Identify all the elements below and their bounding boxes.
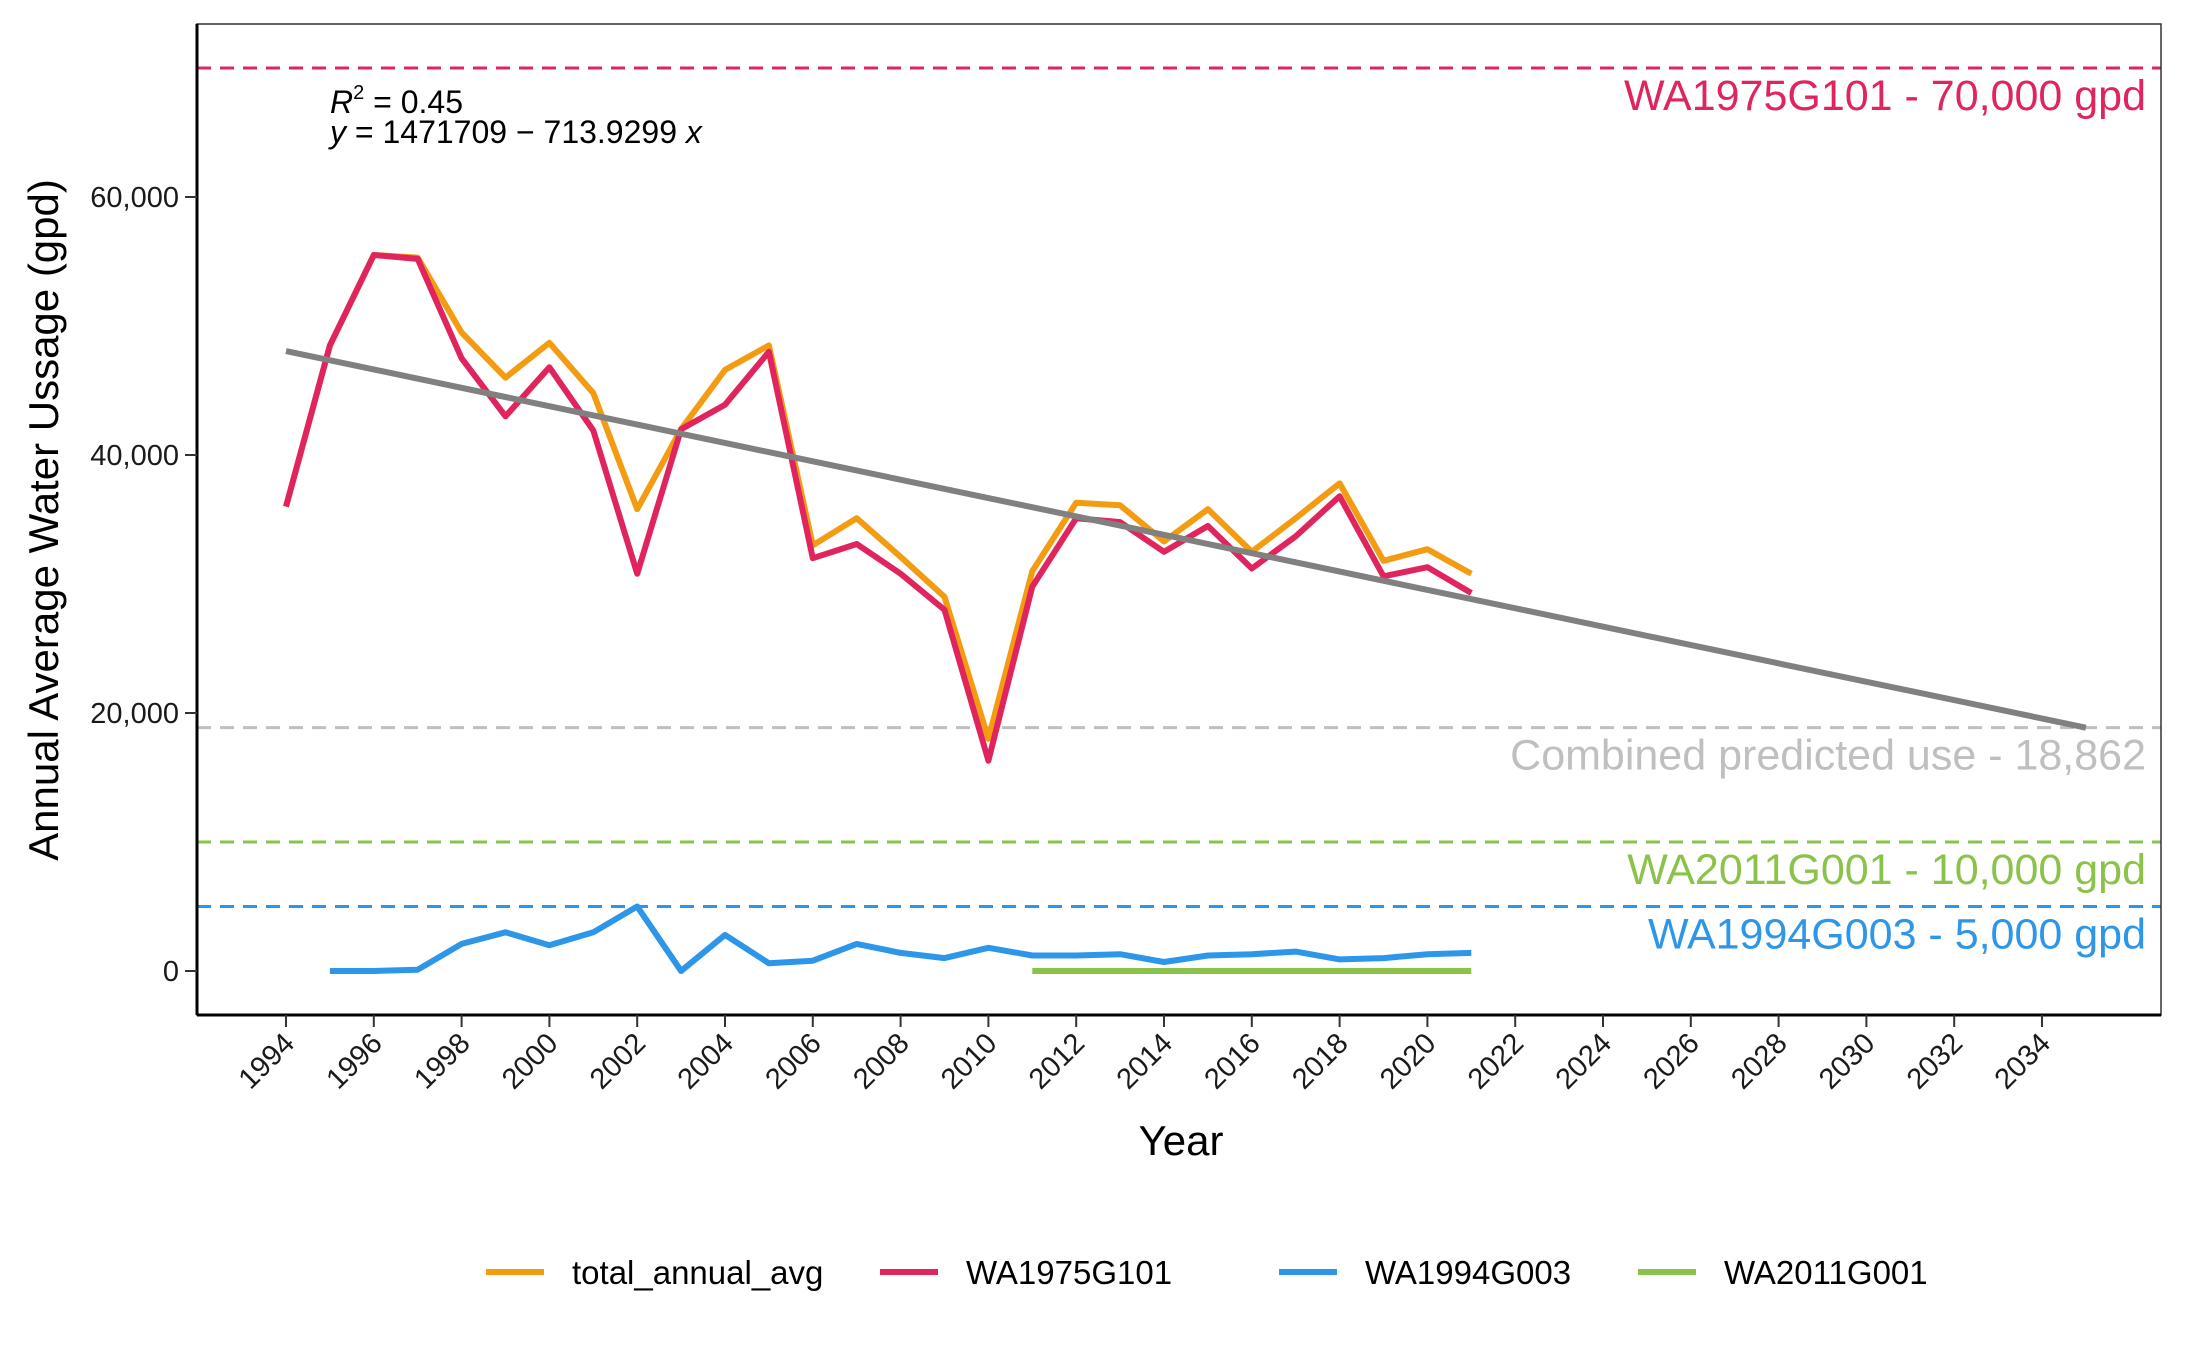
x-tick-label-2026: 2026 <box>1638 1027 1706 1095</box>
x-tick-label-2016: 2016 <box>1199 1027 1267 1095</box>
x-tick-label-2024: 2024 <box>1550 1027 1618 1095</box>
series-lines <box>283 252 1473 974</box>
legend-label-wa1994g003: WA1994G003 <box>1365 1254 1571 1291</box>
x-tick-label-2032: 2032 <box>1901 1027 1969 1095</box>
r2-value: = 0.45 <box>364 84 463 120</box>
x-tick-label-2022: 2022 <box>1462 1027 1530 1095</box>
legend-label-total-annual-avg: total_annual_avg <box>572 1254 823 1291</box>
y-tick-label-0: 0 <box>163 956 179 988</box>
r2-superscript: 2 <box>353 82 364 104</box>
trend-line-group <box>285 348 2087 731</box>
x-tick-label-2000: 2000 <box>496 1027 564 1095</box>
reference-label-wa2011g001-10-000-gpd: WA2011G001 - 10,000 gpd <box>1627 846 2146 894</box>
legend-label-wa1975g101: WA1975G101 <box>966 1254 1172 1291</box>
x-tick-label-1994: 1994 <box>233 1027 301 1095</box>
regression-annotation: R2 = 0.45 y = 1471709 − 713.9299 x <box>328 82 703 150</box>
x-tick-label-1996: 1996 <box>321 1027 389 1095</box>
legend: total_annual_avg WA1975G101 WA1994G003 WA20… <box>486 1254 1928 1291</box>
x-tick-label-1998: 1998 <box>408 1027 476 1095</box>
y-axis-title: Annual Average Water Ussage (gpd) <box>20 179 67 861</box>
x-tick-label-2020: 2020 <box>1374 1027 1442 1095</box>
reference-label-wa1975g101-70-000-gpd: WA1975G101 - 70,000 gpd <box>1624 72 2146 120</box>
series-line-total-annual-avg <box>283 252 1473 742</box>
x-tick-label-2028: 2028 <box>1725 1027 1793 1095</box>
y-tick-label-60000: 60,000 <box>90 182 179 214</box>
reference-label-combined-predicted-use-18-862: Combined predicted use - 18,862 <box>1510 732 2146 780</box>
x-tick-label-2004: 2004 <box>672 1027 740 1095</box>
series-line-wa1975g101 <box>283 252 1473 764</box>
reference-labels: WA1975G101 - 70,000 gpd Combined predicte… <box>1510 72 2146 959</box>
x-tick-label-2002: 2002 <box>584 1027 652 1095</box>
x-axis-title: Year <box>1139 1117 1224 1164</box>
x-tick-label-2030: 2030 <box>1813 1027 1881 1095</box>
r2-symbol: R <box>330 84 353 120</box>
legend-label-wa2011g001: WA2011G001 <box>1724 1254 1928 1291</box>
equation-y: y <box>328 114 348 150</box>
reference-lines <box>197 66 2161 908</box>
y-tick-label-40000: 40,000 <box>90 440 179 472</box>
r2-text: R2 = 0.45 <box>330 82 463 120</box>
x-tick-label-2010: 2010 <box>935 1027 1003 1095</box>
trend-line <box>285 348 2087 731</box>
equation-value: = 1471709 − 713.9299 <box>346 114 686 150</box>
equation-x: x <box>684 114 703 150</box>
x-tick-label-2012: 2012 <box>1023 1027 1091 1095</box>
x-tick-label-2034: 2034 <box>1989 1027 2057 1095</box>
series-line-wa1994g003 <box>329 903 1472 974</box>
x-tick-label-2008: 2008 <box>847 1027 915 1095</box>
y-tick-label-20000: 20,000 <box>90 698 179 730</box>
x-tick-label-2018: 2018 <box>1286 1027 1354 1095</box>
x-tick-label-2014: 2014 <box>1111 1027 1179 1095</box>
reference-label-wa1994g003-5-000-gpd: WA1994G003 - 5,000 gpd <box>1648 911 2146 959</box>
equation-text: y = 1471709 − 713.9299 x <box>328 114 703 150</box>
x-tick-label-2006: 2006 <box>760 1027 828 1095</box>
